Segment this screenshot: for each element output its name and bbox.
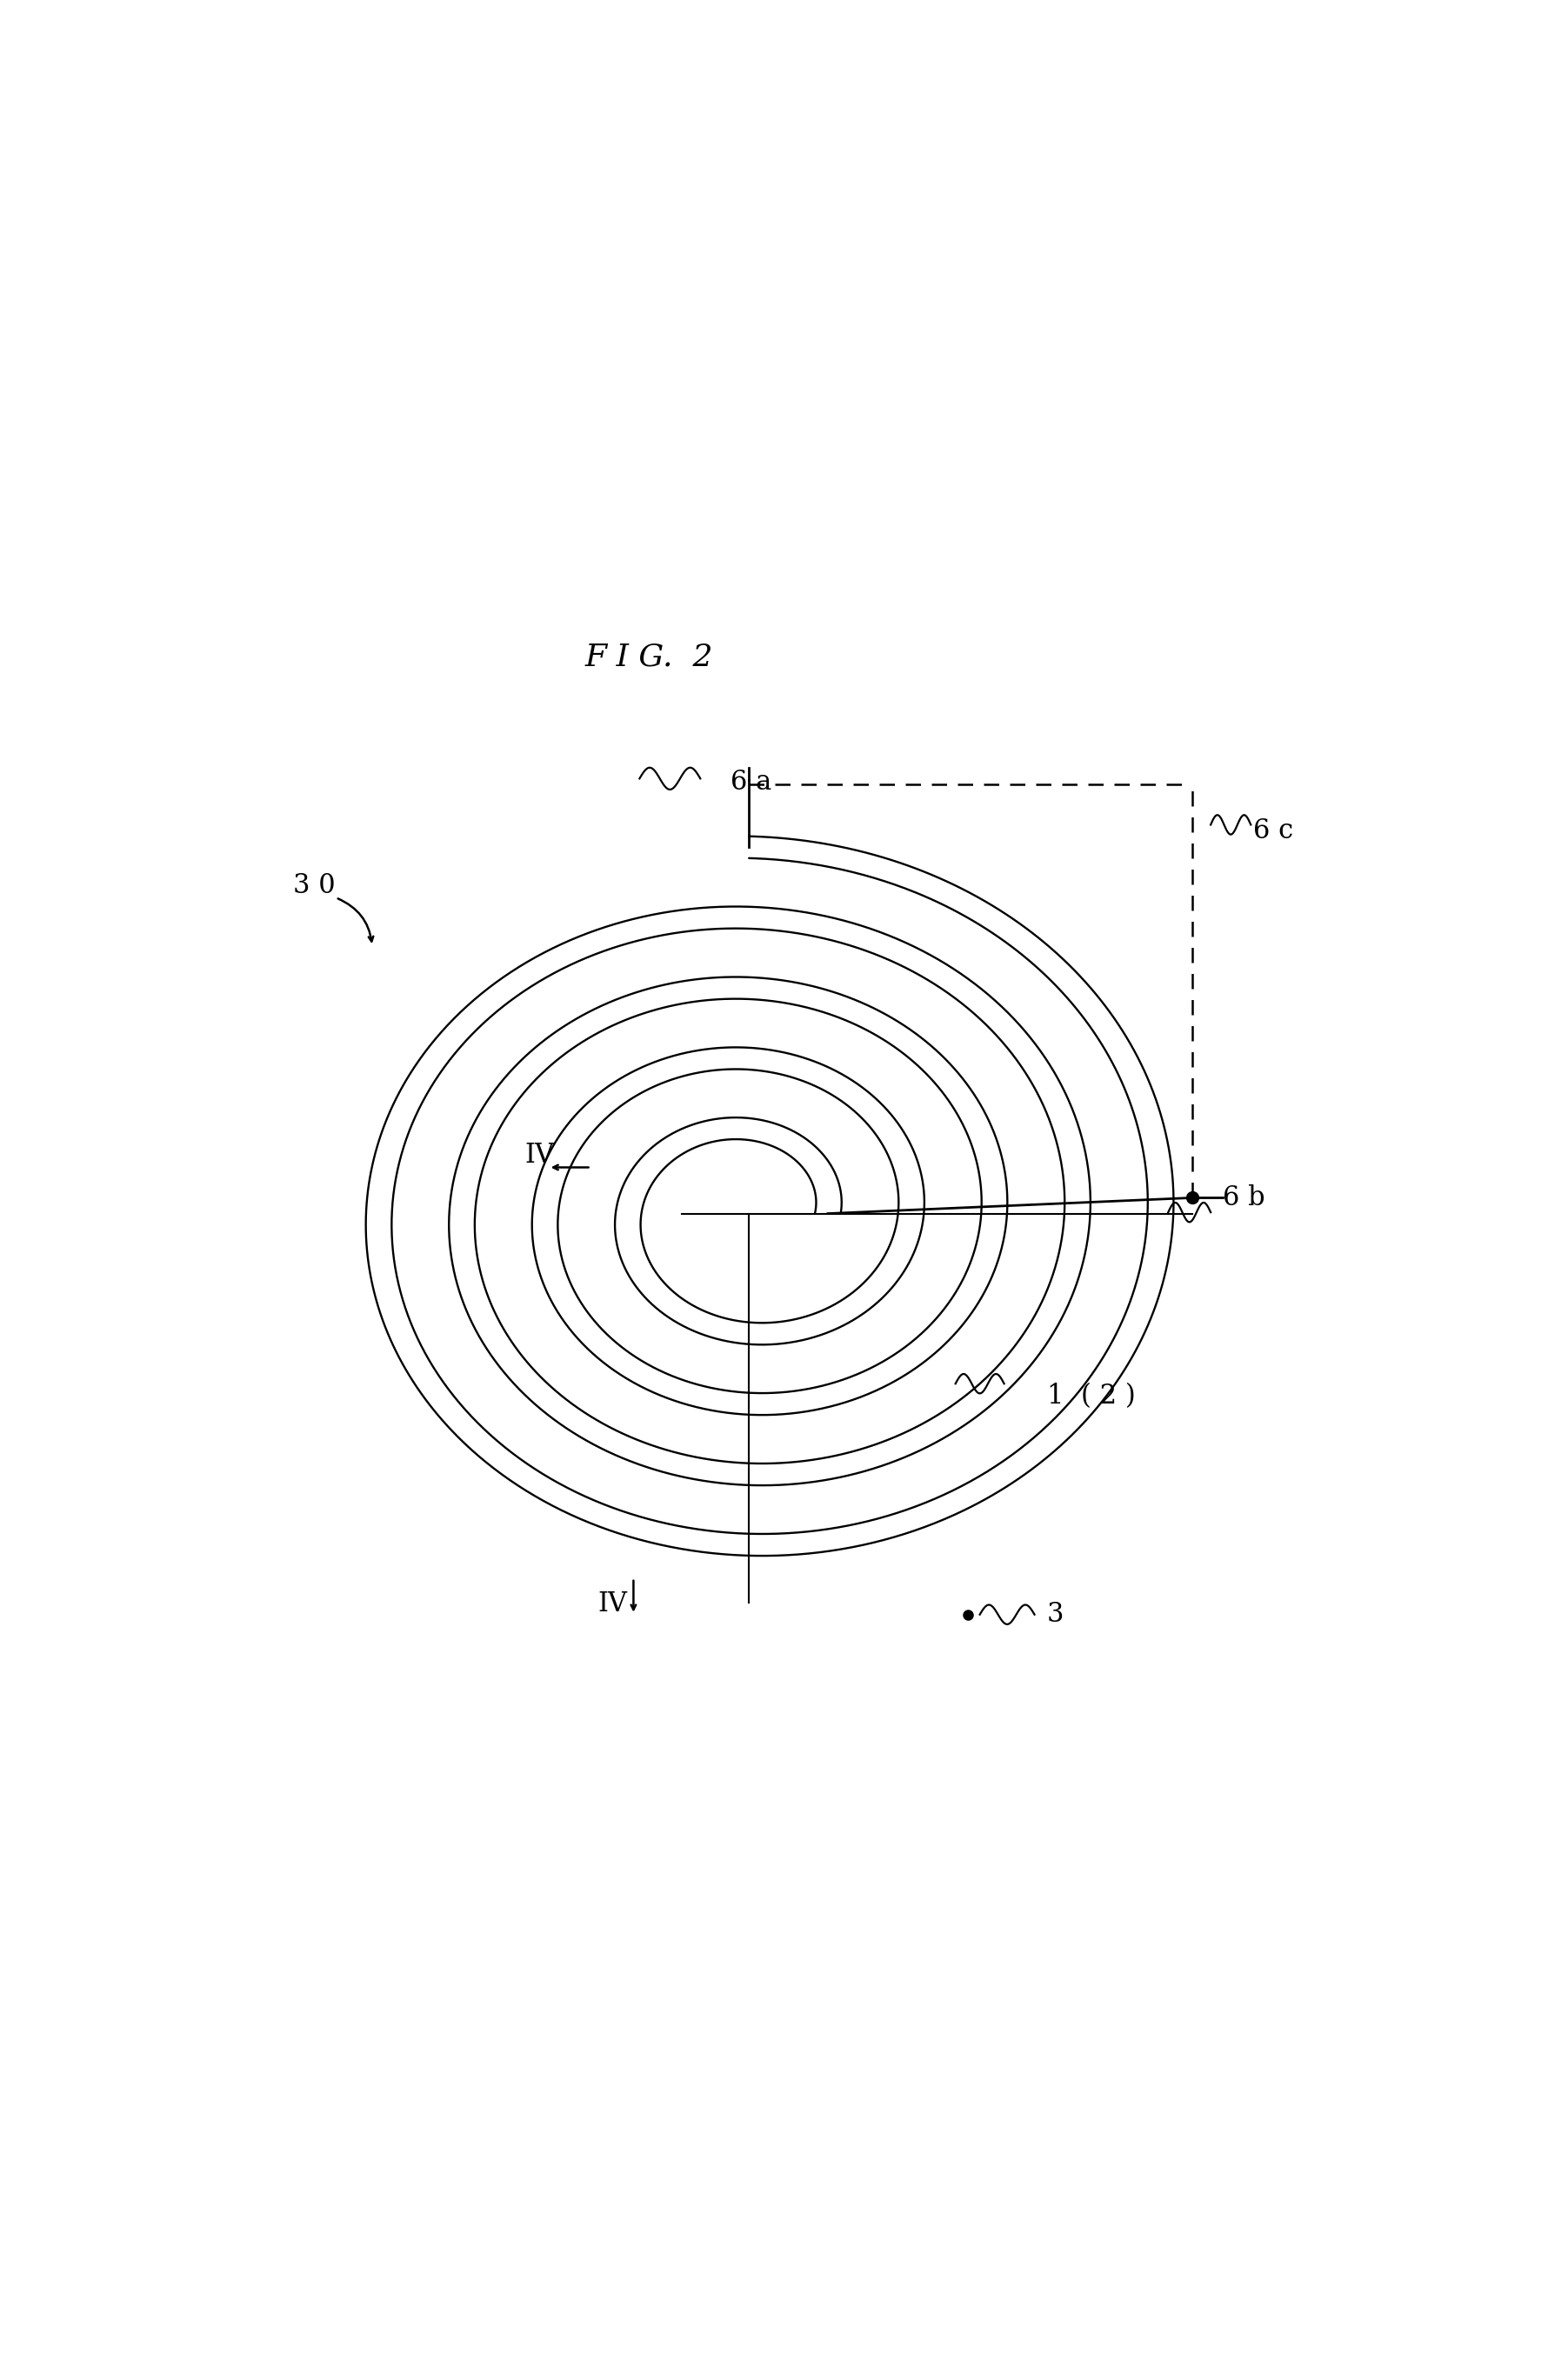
Text: 1  ( 2 ): 1 ( 2 ): [1047, 1382, 1135, 1408]
Text: 3: 3: [1047, 1600, 1063, 1628]
Text: IV: IV: [525, 1141, 555, 1169]
Text: 3 0: 3 0: [293, 871, 336, 899]
Text: 6 a: 6 a: [731, 769, 771, 795]
Text: 6 b: 6 b: [1223, 1184, 1265, 1212]
Text: F I G.  2: F I G. 2: [585, 641, 713, 672]
Text: 6 c: 6 c: [1253, 817, 1294, 845]
Text: IV: IV: [597, 1591, 627, 1617]
